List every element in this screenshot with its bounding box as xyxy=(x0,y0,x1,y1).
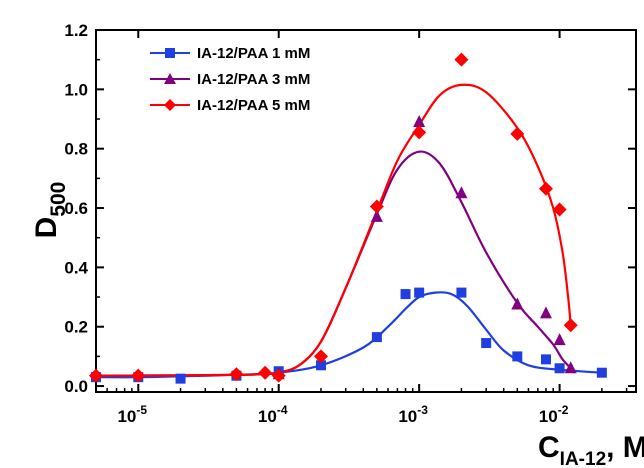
legend-triangle-marker xyxy=(164,73,176,84)
y-tick-label: 0.6 xyxy=(64,199,88,218)
y-tick-label: 0.4 xyxy=(64,258,88,277)
y-tick-label: 0.8 xyxy=(64,140,88,159)
fit-curves xyxy=(95,83,602,379)
series-curve-1mm xyxy=(95,291,602,379)
legend-item-1mm: IA-12/PAA 1 mM xyxy=(150,45,310,62)
legend-square-marker xyxy=(165,48,175,58)
x-axis-label-main: C xyxy=(538,431,560,464)
y-tick-label: 0.2 xyxy=(64,318,88,337)
x-tick-label: 10-3 xyxy=(398,403,428,426)
data-point-5mm xyxy=(369,199,384,214)
data-point-1mm xyxy=(540,354,551,365)
legend-label-3mm: IA-12/PAA 3 mM xyxy=(197,71,310,88)
series-curve-3mm xyxy=(95,150,572,377)
data-point-5mm xyxy=(454,52,469,67)
data-point-5mm xyxy=(412,125,427,140)
data-point-1mm xyxy=(175,373,186,384)
data-point-1mm xyxy=(481,338,492,349)
y-tick-label: 0.0 xyxy=(64,377,88,396)
y-tick-label: 1.2 xyxy=(64,21,88,40)
y-axis: 0.0 0.2 0.4 0.6 0.8 1.0 1.2 xyxy=(64,21,636,396)
legend: IA-12/PAA 1 mM IA-12/PAA 3 mM IA-12/PAA … xyxy=(150,45,310,114)
x-axis-label-unit: , M xyxy=(606,431,644,464)
data-point-5mm xyxy=(131,368,146,383)
data-point-5mm xyxy=(229,367,244,382)
data-point-5mm xyxy=(552,202,567,217)
legend-item-5mm: IA-12/PAA 5 mM xyxy=(150,97,310,114)
plot-frame xyxy=(95,29,637,393)
x-axis: 10-5 10-4 10-3 10-2 xyxy=(106,30,628,426)
series-curve-5mm xyxy=(95,83,572,377)
data-point-5mm xyxy=(89,368,103,383)
y-axis-label-main: D xyxy=(30,217,63,239)
data-point-1mm xyxy=(400,289,411,300)
data-point-3mm xyxy=(511,297,524,310)
data-point-1mm xyxy=(414,287,425,298)
data-point-1mm xyxy=(596,367,607,378)
x-tick-label: 10-2 xyxy=(539,403,569,426)
legend-diamond-marker xyxy=(164,99,176,111)
data-point-3mm xyxy=(564,361,577,374)
data-point-1mm xyxy=(456,287,467,298)
data-points xyxy=(89,52,607,384)
legend-item-3mm: IA-12/PAA 3 mM xyxy=(150,71,310,88)
y-axis-label-sub: 500 xyxy=(47,182,70,217)
x-axis-label: CIA-12, M xyxy=(538,431,644,468)
data-point-1mm xyxy=(512,351,523,362)
x-tick-label: 10-5 xyxy=(117,403,147,426)
legend-label-5mm: IA-12/PAA 5 mM xyxy=(197,97,310,114)
data-point-3mm xyxy=(455,186,468,199)
data-point-3mm xyxy=(539,306,552,319)
y-axis-label: D500 xyxy=(30,182,70,239)
data-point-5mm xyxy=(538,181,553,196)
data-point-1mm xyxy=(371,332,382,343)
data-point-5mm xyxy=(510,126,525,141)
data-point-1mm xyxy=(315,360,326,371)
data-point-5mm xyxy=(563,318,578,333)
data-point-1mm xyxy=(554,363,565,374)
data-point-5mm xyxy=(313,349,328,364)
x-axis-label-sub: IA-12 xyxy=(560,449,606,468)
x-tick-label: 10-4 xyxy=(258,403,288,426)
data-point-3mm xyxy=(553,333,566,346)
data-point-3mm xyxy=(370,209,383,222)
legend-label-1mm: IA-12/PAA 1 mM xyxy=(197,45,310,62)
data-point-5mm xyxy=(271,368,286,383)
data-point-5mm xyxy=(258,365,273,380)
y-tick-label: 1.0 xyxy=(64,80,88,99)
data-point-3mm xyxy=(413,114,426,127)
